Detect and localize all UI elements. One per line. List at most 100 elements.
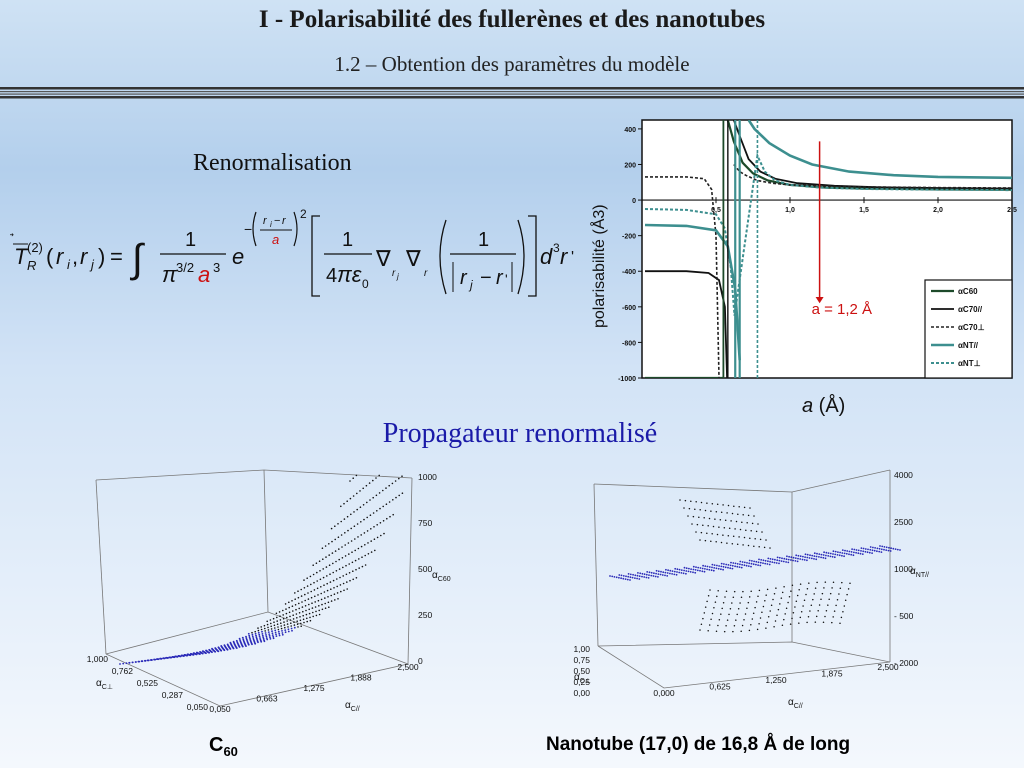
surface-point [297,596,300,599]
surface-point [758,622,760,625]
surface-point [282,617,285,620]
surface-point [314,601,316,603]
surface-point [312,564,314,566]
surface-point [285,608,287,610]
surface-point [781,591,784,594]
svg-text:3/2: 3/2 [176,260,194,275]
surface-point [257,629,260,632]
svg-text:1: 1 [478,229,489,251]
surface-point [821,592,824,595]
surface-point [685,567,688,570]
surface-point [320,586,322,588]
surface-point [748,629,751,632]
surface-point [747,601,750,604]
surface-point [131,661,134,664]
svg-text:R: R [27,258,36,273]
surface-point [375,494,378,497]
surface-point [255,637,258,640]
surface-point [654,575,657,578]
surface-point [703,517,705,519]
svg-text:∇: ∇ [375,246,391,271]
surface-point [195,651,198,654]
surface-point [232,640,235,643]
surface-point [349,579,351,582]
surface-point [306,620,308,623]
surface-point [295,608,297,611]
surface-point [364,554,367,557]
svg-text:1: 1 [342,229,353,251]
surface-point [251,631,253,634]
surface-point [769,558,772,560]
surface-point [302,610,304,613]
surface-point [800,610,803,613]
surface-point [785,558,788,561]
surface-point [248,634,251,637]
surface-point [373,538,376,540]
surface-point [773,625,775,628]
surface-point [318,613,321,616]
surface-point [283,621,285,623]
svg-text:j: j [396,272,399,281]
surface-point [653,572,655,575]
surface-point [725,563,728,566]
surface-point [787,561,790,564]
surface-point [794,557,797,559]
surface-point [385,503,388,505]
surface-point [766,563,769,565]
surface-point [710,618,712,621]
tick-label: 1000 [894,564,913,574]
surface-point [279,615,281,617]
surface-point [646,571,649,573]
surface-point [848,550,851,553]
surface-point [699,567,702,569]
surface-point [383,532,385,535]
surface-point [267,631,270,633]
surface-point [822,556,825,559]
surface-point [313,581,315,584]
surface-point [687,570,690,573]
surface-point [374,549,376,552]
surface-point [269,638,272,640]
surface-point [309,575,312,578]
surface-point [789,623,792,625]
surface-point [296,617,298,619]
surface-point [680,572,683,574]
surface-point [722,504,724,506]
z-axis-label: αC60 [432,570,451,583]
surface-point [684,499,687,502]
surface-point [354,559,357,562]
surface-point [311,607,314,609]
surface-point [625,575,627,578]
surface-point [636,574,639,577]
surface-point [315,614,318,617]
surface-point [312,573,315,576]
surface-point [639,572,642,575]
slide-title: I - Polarisabilité des fullerènes et des… [258,6,766,33]
surface-point [739,560,742,563]
surface-point [268,634,271,637]
surface-point [296,623,299,625]
surface-point [323,591,326,593]
surface-point [376,510,378,512]
surface-point [815,558,818,561]
surface-point [850,553,853,556]
surface-point [720,562,723,565]
surface-point [822,621,825,623]
surface-point [749,507,751,509]
surface-point [315,610,317,613]
surface-point [354,549,357,552]
surface-point [648,571,651,574]
surface-point [755,563,757,566]
surface-point [665,568,667,571]
surface-point [168,656,171,659]
surface-point [627,575,630,578]
surface-point [278,634,281,637]
svg-text:': ' [505,271,508,287]
surface-point [739,602,741,604]
surface-point [316,580,319,582]
surface-point [252,637,255,639]
surface-point [339,584,342,586]
surface-point [788,555,790,558]
surface-point [899,549,901,551]
surface-point [288,611,291,614]
